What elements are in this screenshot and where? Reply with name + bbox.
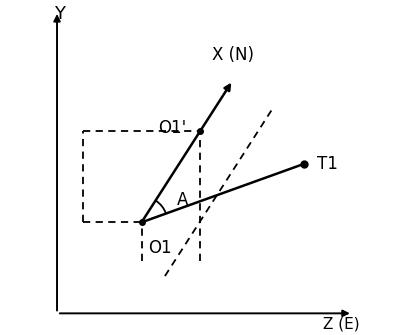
Text: Y: Y <box>54 5 65 23</box>
Text: O1': O1' <box>158 119 186 137</box>
Text: O1: O1 <box>148 239 172 257</box>
Text: Z (E): Z (E) <box>323 317 359 332</box>
Text: X (N): X (N) <box>212 46 254 64</box>
Text: T1: T1 <box>317 155 338 173</box>
Text: A: A <box>177 191 188 209</box>
